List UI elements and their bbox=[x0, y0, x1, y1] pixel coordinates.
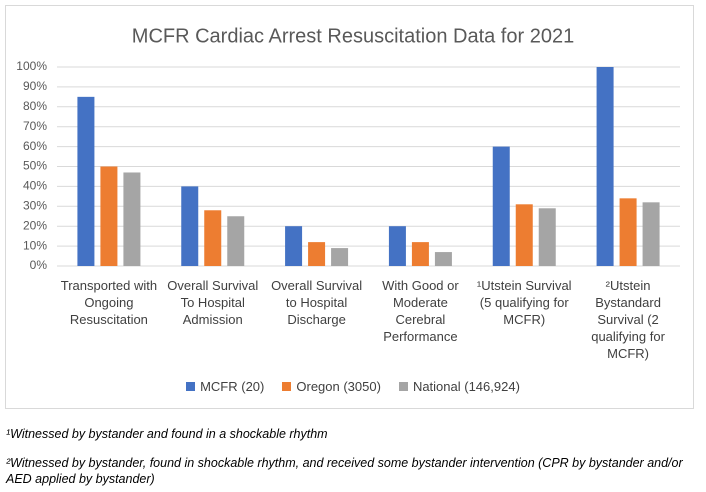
bar bbox=[596, 67, 614, 266]
y-tick-label: 40% bbox=[23, 179, 47, 193]
bar bbox=[308, 242, 326, 266]
chart: MCFR Cardiac Arrest Resuscitation Data f… bbox=[16, 25, 680, 272]
bar bbox=[123, 172, 141, 266]
bar bbox=[77, 96, 95, 266]
bar bbox=[181, 186, 199, 266]
chart-frame bbox=[5, 5, 694, 409]
bar bbox=[388, 226, 406, 266]
x-tick-label: Overall Survival To Hospital Admission bbox=[167, 278, 259, 327]
y-tick-label: 90% bbox=[23, 79, 47, 93]
legend-swatch bbox=[186, 382, 196, 391]
bar bbox=[204, 210, 222, 266]
y-tick-label: 0% bbox=[30, 258, 48, 272]
x-tick-label: ¹Utstein Survival (5 qualifying for MCFR… bbox=[476, 278, 572, 327]
x-tick-label: Transported with Ongoing Resuscitation bbox=[60, 278, 158, 327]
bar bbox=[285, 226, 303, 266]
legend-label: National (146,924) bbox=[412, 379, 520, 394]
bar bbox=[492, 146, 510, 266]
legend-swatch bbox=[282, 382, 292, 391]
bar bbox=[619, 198, 637, 266]
bar bbox=[227, 216, 245, 266]
y-tick-label: 60% bbox=[23, 139, 47, 153]
x-tick-label: With Good or Moderate Cerebral Performan… bbox=[382, 278, 459, 344]
y-tick-label: 100% bbox=[16, 59, 47, 73]
chart-title: MCFR Cardiac Arrest Resuscitation Data f… bbox=[132, 25, 574, 47]
y-tick-label: 50% bbox=[23, 159, 47, 173]
y-tick-label: 80% bbox=[23, 99, 47, 113]
legend-label: Oregon (3050) bbox=[296, 379, 381, 394]
legend: MCFR (20) Oregon (3050) National (146,924) bbox=[0, 379, 706, 394]
legend-item: MCFR (20) bbox=[186, 379, 264, 394]
bar bbox=[331, 248, 349, 266]
x-tick-label: Overall Survival to Hospital Discharge bbox=[271, 278, 363, 327]
footnote: ²Witnessed by bystander, found in shocka… bbox=[6, 456, 683, 486]
bar bbox=[434, 252, 452, 266]
bar bbox=[642, 202, 660, 266]
y-tick-label: 30% bbox=[23, 198, 47, 212]
y-tick-label: 10% bbox=[23, 238, 47, 252]
bar bbox=[515, 204, 533, 266]
bar bbox=[100, 166, 118, 266]
bar bbox=[538, 208, 556, 266]
footnote: ¹Witnessed by bystander and found in a s… bbox=[6, 427, 328, 441]
legend-item: Oregon (3050) bbox=[282, 379, 381, 394]
legend-swatch bbox=[398, 382, 408, 391]
y-tick-label: 70% bbox=[23, 119, 47, 133]
legend-label: MCFR (20) bbox=[200, 379, 265, 394]
x-tick-label: ²Utstein Bystandard Survival (2 qualifyi… bbox=[591, 278, 665, 361]
bar bbox=[411, 242, 429, 266]
legend-item: National (146,924) bbox=[398, 379, 520, 394]
y-tick-label: 20% bbox=[23, 218, 47, 232]
